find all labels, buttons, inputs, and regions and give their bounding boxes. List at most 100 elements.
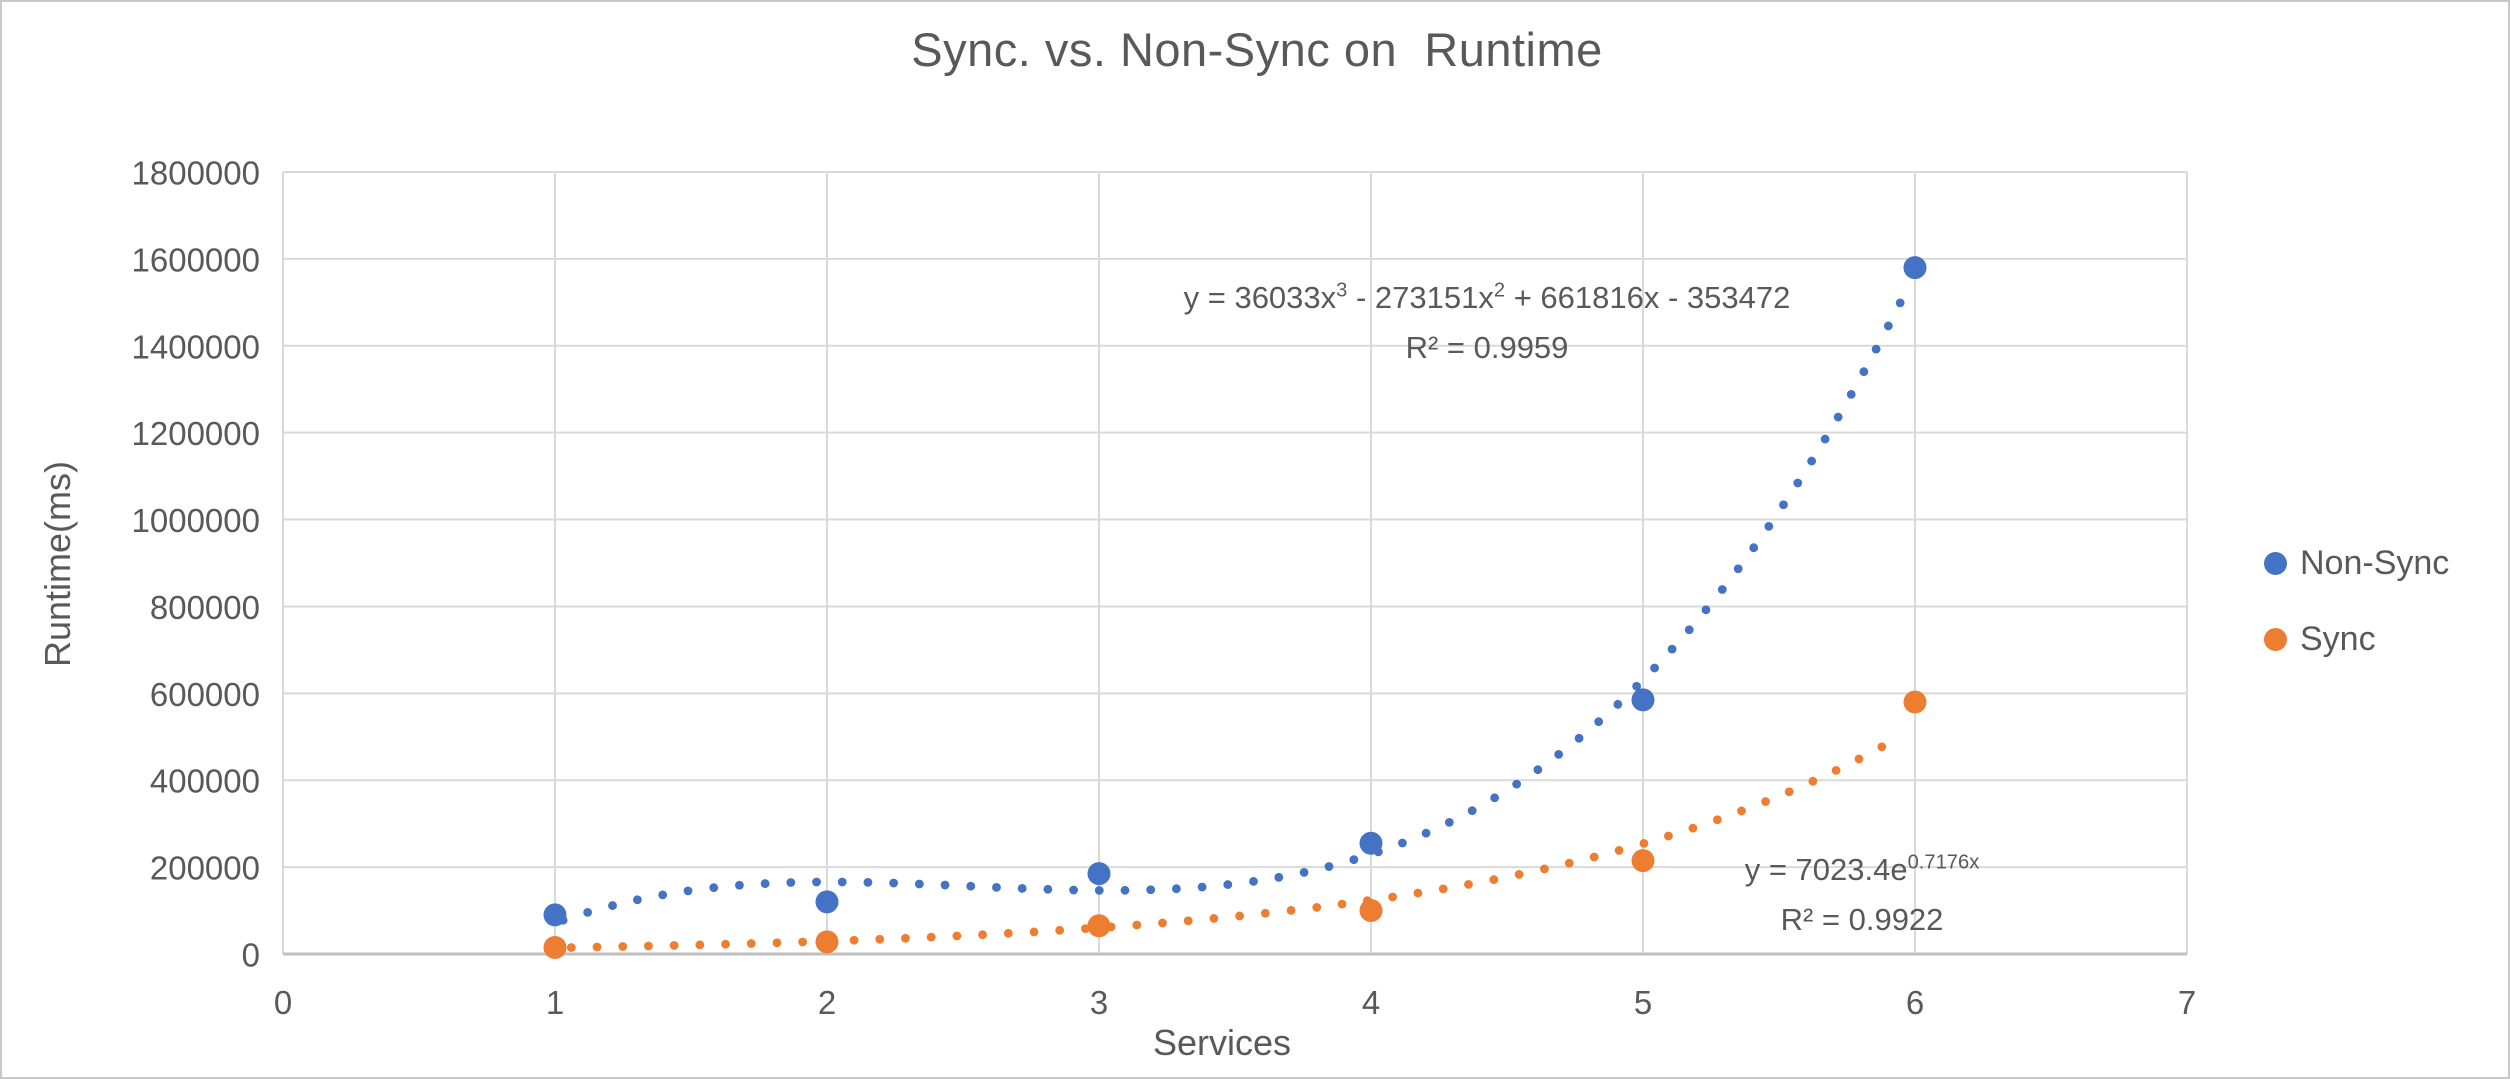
trendline-dot bbox=[1514, 870, 1524, 879]
trendline-label-nonsync: y = 36033x3 - 273151x2 + 661816x - 35347… bbox=[1082, 273, 1892, 373]
trendline-dot bbox=[1299, 867, 1309, 877]
trendline-dot bbox=[901, 933, 910, 943]
trendline-dot bbox=[1069, 885, 1078, 895]
trendline-dot bbox=[1854, 754, 1864, 764]
trendline-dot bbox=[772, 938, 782, 948]
trendline-label-sync: y = 7023.4e0.7176x R² = 0.9922 bbox=[1632, 845, 2092, 945]
legend-marker-sync-icon bbox=[2264, 627, 2287, 651]
x-tick-label: 5 bbox=[1634, 984, 1652, 1021]
x-axis-title: Services bbox=[1152, 1022, 1292, 1063]
trendline-dot bbox=[1043, 884, 1053, 894]
trendline-dot bbox=[1444, 817, 1454, 827]
trendline-dot bbox=[812, 877, 821, 887]
trendline-dot bbox=[1564, 858, 1574, 868]
trendline-dot bbox=[1877, 742, 1887, 752]
trendline-dot bbox=[1337, 899, 1347, 909]
trendline-dot bbox=[1613, 699, 1623, 709]
trendline-dot bbox=[1871, 344, 1881, 354]
trendline-dot bbox=[1554, 750, 1564, 759]
data-point-sync bbox=[1087, 914, 1111, 938]
trendline-dot bbox=[1540, 864, 1549, 874]
trendline-dot bbox=[1684, 625, 1694, 635]
data-point-non-sync bbox=[815, 890, 839, 914]
trendline-dot bbox=[1223, 880, 1233, 889]
legend-label-sync: Sync bbox=[2300, 619, 2376, 658]
trendline-dot bbox=[1388, 892, 1398, 902]
data-point-sync bbox=[1359, 899, 1383, 923]
trendline-dot bbox=[1055, 925, 1065, 935]
trendline-dot bbox=[760, 879, 770, 888]
trendline-dot bbox=[1846, 389, 1856, 399]
data-point-sync bbox=[815, 930, 839, 954]
trendline-dot bbox=[1158, 918, 1167, 928]
trendline-dot bbox=[1667, 644, 1677, 654]
data-point-sync bbox=[1631, 849, 1655, 873]
trendline-dot bbox=[644, 941, 653, 951]
trendline-dot bbox=[1349, 855, 1359, 865]
trendline-dot bbox=[978, 930, 987, 940]
trendline-equation-nonsync: y = 36033x3 - 273151x2 + 661816x - 35347… bbox=[1183, 279, 1791, 315]
trendline-dot bbox=[1398, 838, 1407, 848]
y-tick-label: 0 bbox=[242, 937, 260, 974]
trendline-dot bbox=[1650, 663, 1659, 673]
trendline-dot bbox=[592, 942, 602, 952]
trendline-dot bbox=[1094, 885, 1104, 895]
trendline-dot bbox=[1413, 888, 1423, 898]
trendline-dot bbox=[1589, 852, 1599, 862]
legend-item-sync: Sync bbox=[2264, 616, 2449, 662]
data-point-non-sync bbox=[1359, 831, 1383, 855]
trendline-dot bbox=[849, 935, 859, 945]
r-squared-nonsync: R² = 0.9959 bbox=[1405, 330, 1569, 365]
trendline-dot bbox=[1833, 412, 1843, 422]
trendline-dot bbox=[1120, 885, 1130, 895]
trendline-dot bbox=[1701, 605, 1711, 615]
trendline-dot bbox=[1614, 846, 1624, 855]
x-tick-label: 4 bbox=[1362, 984, 1380, 1021]
trendline-dot bbox=[1132, 920, 1142, 930]
r-squared-sync: R² = 0.9922 bbox=[1780, 902, 1944, 937]
trendline-dot bbox=[798, 937, 808, 947]
trendline-dot bbox=[1883, 321, 1893, 331]
x-tick-label: 0 bbox=[274, 984, 292, 1021]
trendline-dot bbox=[1808, 776, 1818, 786]
trendline-dot bbox=[633, 895, 642, 905]
trendline-dot bbox=[1286, 906, 1296, 915]
trendline-dot bbox=[1197, 882, 1207, 892]
trendline-dot bbox=[1490, 793, 1500, 803]
trendline-dot bbox=[1574, 733, 1584, 743]
trendline-dot bbox=[566, 943, 576, 952]
trendline-dot bbox=[1438, 884, 1448, 894]
data-point-non-sync bbox=[1087, 862, 1111, 886]
trendline-dot bbox=[1235, 911, 1245, 921]
data-point-non-sync bbox=[1903, 256, 1927, 280]
trendline-dot bbox=[1793, 478, 1803, 488]
data-point-sync bbox=[1903, 690, 1927, 714]
trendline-dot bbox=[1594, 717, 1604, 727]
trendline-dot bbox=[786, 878, 796, 887]
x-tick-label: 7 bbox=[2178, 984, 2196, 1021]
legend-item-nonsync: Non-Sync bbox=[2264, 540, 2449, 586]
trendline-dot bbox=[875, 934, 885, 944]
trendline-dot bbox=[1183, 916, 1193, 926]
y-tick-label: 600000 bbox=[150, 676, 260, 713]
y-axis-title: Runtime(ms) bbox=[37, 460, 78, 668]
trendline-dot bbox=[683, 886, 693, 896]
legend: Non-Sync Sync bbox=[2264, 540, 2449, 662]
y-tick-label: 1200000 bbox=[132, 415, 260, 452]
trendline-dot bbox=[709, 883, 719, 893]
x-tick-label: 2 bbox=[818, 984, 836, 1021]
trendline-dot bbox=[837, 877, 847, 887]
trendline-dot bbox=[1467, 806, 1477, 815]
y-tick-label: 200000 bbox=[150, 850, 260, 887]
trendline-dot bbox=[1260, 908, 1270, 918]
chart-title: Sync. vs. Non-Sync on Runtime bbox=[911, 23, 1603, 76]
trendline-dot bbox=[1831, 765, 1841, 775]
trendline-dot bbox=[658, 890, 668, 900]
data-point-non-sync bbox=[1631, 688, 1655, 712]
trendline-dot bbox=[889, 878, 899, 888]
trendline-dot bbox=[1171, 884, 1181, 894]
trendline-dot bbox=[721, 939, 730, 949]
trendline-dot bbox=[735, 880, 744, 890]
trendline-dot bbox=[695, 940, 705, 950]
